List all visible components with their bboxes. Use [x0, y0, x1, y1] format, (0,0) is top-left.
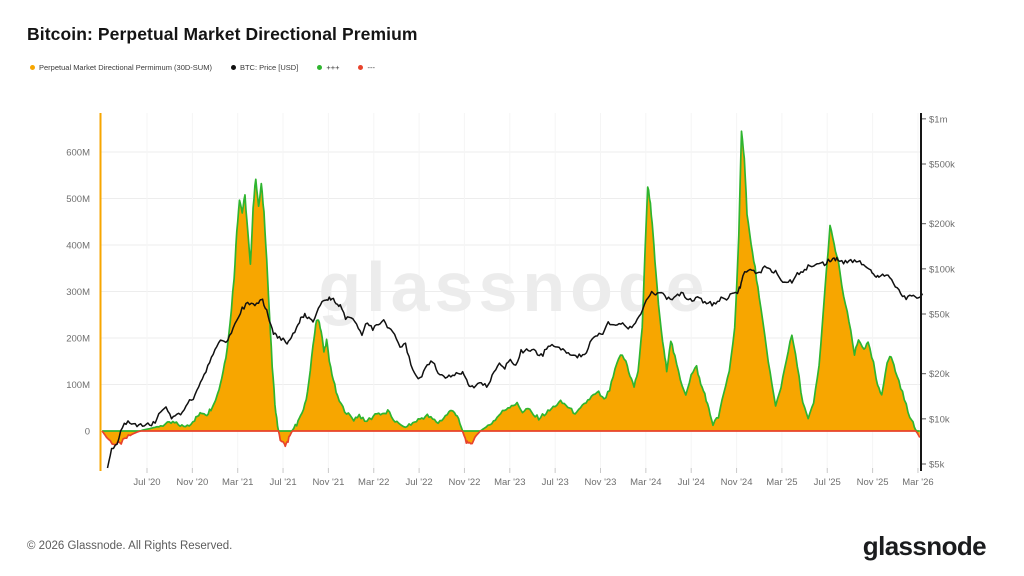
btc-price-line-series	[106, 256, 924, 469]
legend-label-premium: Perpetual Market Directional Permimum (3…	[39, 63, 212, 72]
legend-item-positive[interactable]: +++	[317, 63, 339, 72]
x-axis-tick-label: Mar '24	[630, 477, 661, 488]
x-axis-tick-label: Mar '23	[494, 477, 525, 488]
x-axis-tick-label: Nov '22	[448, 477, 480, 488]
x-axis-tick-label: Jul '20	[133, 477, 160, 488]
legend-item-premium[interactable]: Perpetual Market Directional Permimum (3…	[30, 63, 212, 72]
right-axis-tick-label: $1m	[929, 114, 948, 125]
x-axis-tick-label: Mar '26	[902, 477, 933, 488]
left-axis-tick-label: 100M	[66, 380, 90, 391]
legend-dot-orange-icon	[30, 65, 35, 70]
x-axis-tick-label: Mar '21	[222, 477, 253, 488]
x-axis-tick-label: Jul '24	[678, 477, 705, 488]
x-axis-tick-label: Nov '25	[857, 477, 889, 488]
x-axis-tick-label: Jul '25	[814, 477, 841, 488]
glassnode-logo[interactable]: glassnode	[862, 531, 987, 561]
x-axis-tick-label: Jul '22	[406, 477, 433, 488]
right-axis-tick-label: $10k	[929, 414, 950, 425]
left-axis-tick-label: 500M	[66, 194, 90, 205]
x-axis-tick-label: Jul '21	[269, 477, 296, 488]
legend-label-positive: +++	[326, 63, 340, 72]
right-axis-tick-label: $20k	[929, 369, 950, 380]
legend-label-btc-price: BTC: Price [USD]	[239, 63, 299, 72]
page-title: Bitcoin: Perpetual Market Directional Pr…	[27, 24, 418, 44]
x-axis-tick-label: Mar '25	[766, 477, 797, 488]
left-axis-tick-label: 400M	[66, 241, 90, 252]
left-axis-tick-label: 600M	[66, 148, 90, 159]
premium-area-series	[102, 131, 920, 447]
x-axis-tick-label: Mar '22	[358, 477, 389, 488]
copyright-text: © 2026 Glassnode. All Rights Reserved.	[27, 540, 233, 552]
right-axis-tick-label: $5k	[929, 460, 945, 471]
legend-label-negative: ---	[367, 63, 375, 72]
left-axis-tick-label: 300M	[66, 287, 90, 298]
chart-legend: Perpetual Market Directional Permimum (3…	[30, 63, 394, 72]
right-axis-tick-label: $100k	[929, 264, 955, 275]
negative-premium-line-series	[101, 430, 921, 448]
x-axis-tick-label: Nov '23	[585, 477, 617, 488]
positive-premium-line-series	[102, 130, 920, 432]
x-axis-tick-label: Jul '23	[542, 477, 569, 488]
legend-dot-black-icon	[230, 65, 236, 70]
left-axis-tick-label: 200M	[66, 334, 90, 345]
x-axis-tick-label: Nov '21	[312, 477, 344, 488]
legend-dot-green-icon	[317, 65, 323, 70]
x-axis-tick-label: Nov '24	[721, 477, 753, 488]
left-axis-tick-label: 0	[85, 427, 90, 438]
x-axis-tick-label: Nov '20	[176, 477, 208, 488]
legend-item-btc-price[interactable]: BTC: Price [USD]	[230, 63, 299, 72]
legend-dot-red-icon	[358, 65, 364, 70]
right-axis-tick-label: $50k	[929, 310, 950, 321]
right-axis-tick-label: $500k	[929, 160, 955, 171]
right-axis-tick-label: $200k	[929, 219, 955, 230]
glassnode-watermark: glassnode	[318, 248, 709, 326]
legend-item-negative[interactable]: ---	[358, 63, 375, 72]
